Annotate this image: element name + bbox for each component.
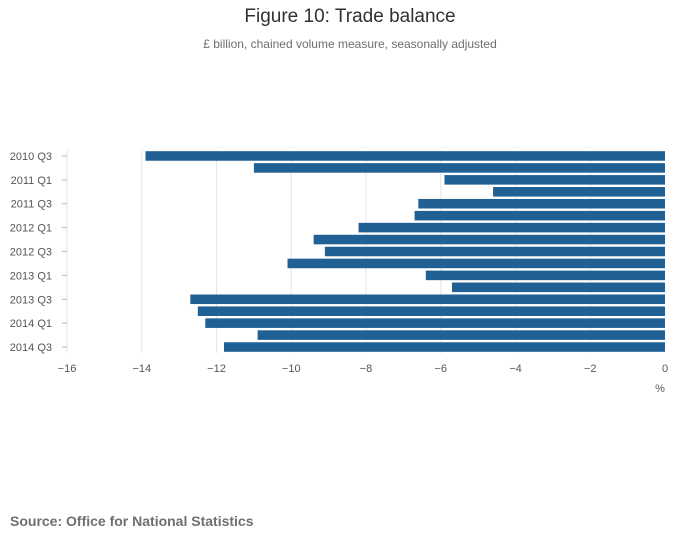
y-tick-label: 2013 Q1 bbox=[10, 270, 52, 282]
bar bbox=[205, 318, 665, 328]
x-tick-label: −14 bbox=[132, 363, 151, 375]
y-tick-label: 2012 Q1 bbox=[10, 223, 52, 235]
bar bbox=[253, 163, 665, 173]
x-tick-label: −8 bbox=[360, 363, 373, 375]
bar bbox=[414, 210, 665, 221]
bar bbox=[451, 282, 665, 293]
y-tick-label: 2011 Q3 bbox=[11, 199, 52, 211]
x-tick-label: −16 bbox=[58, 363, 77, 375]
y-axis: 2010 Q3 2011 Q1 2011 Q3 2012 Q1 2012 Q3 2013 … bbox=[10, 150, 68, 354]
bar bbox=[324, 246, 665, 257]
chart-subtitle: £ billion, chained volume measure, seaso… bbox=[203, 37, 497, 51]
bar bbox=[223, 342, 665, 352]
bar bbox=[197, 306, 665, 316]
bar bbox=[493, 187, 665, 197]
bar bbox=[145, 151, 666, 161]
bars bbox=[145, 151, 666, 352]
x-tick-label: −12 bbox=[207, 363, 226, 375]
x-tick-label: −10 bbox=[282, 363, 301, 375]
y-tick-label: 2013 Q3 bbox=[10, 294, 52, 306]
x-tick-label: −6 bbox=[434, 363, 447, 375]
x-axis: −16 −14 −12 −10 −8 −6 −4 −2 0 bbox=[58, 363, 668, 375]
bar bbox=[425, 270, 665, 281]
y-tick-label: 2010 Q3 bbox=[10, 151, 52, 163]
x-tick-label: −4 bbox=[509, 363, 522, 375]
x-tick-label: 0 bbox=[662, 363, 668, 375]
chart-title: Figure 10: Trade balance bbox=[244, 6, 456, 27]
bar bbox=[444, 175, 665, 185]
x-tick-label: −2 bbox=[584, 363, 597, 375]
bar bbox=[257, 330, 665, 340]
bar bbox=[358, 222, 665, 233]
y-tick-label: 2012 Q3 bbox=[10, 247, 52, 259]
bar bbox=[287, 258, 665, 269]
source-note: Source: Office for National Statistics bbox=[10, 513, 254, 529]
y-tick-label: 2011 Q1 bbox=[11, 175, 52, 187]
y-tick-label: 2014 Q3 bbox=[10, 342, 52, 354]
x-axis-label: % bbox=[655, 383, 665, 395]
bar bbox=[313, 234, 665, 245]
y-tick-label: 2014 Q1 bbox=[10, 318, 52, 330]
bar bbox=[190, 294, 665, 305]
bar bbox=[418, 198, 665, 209]
